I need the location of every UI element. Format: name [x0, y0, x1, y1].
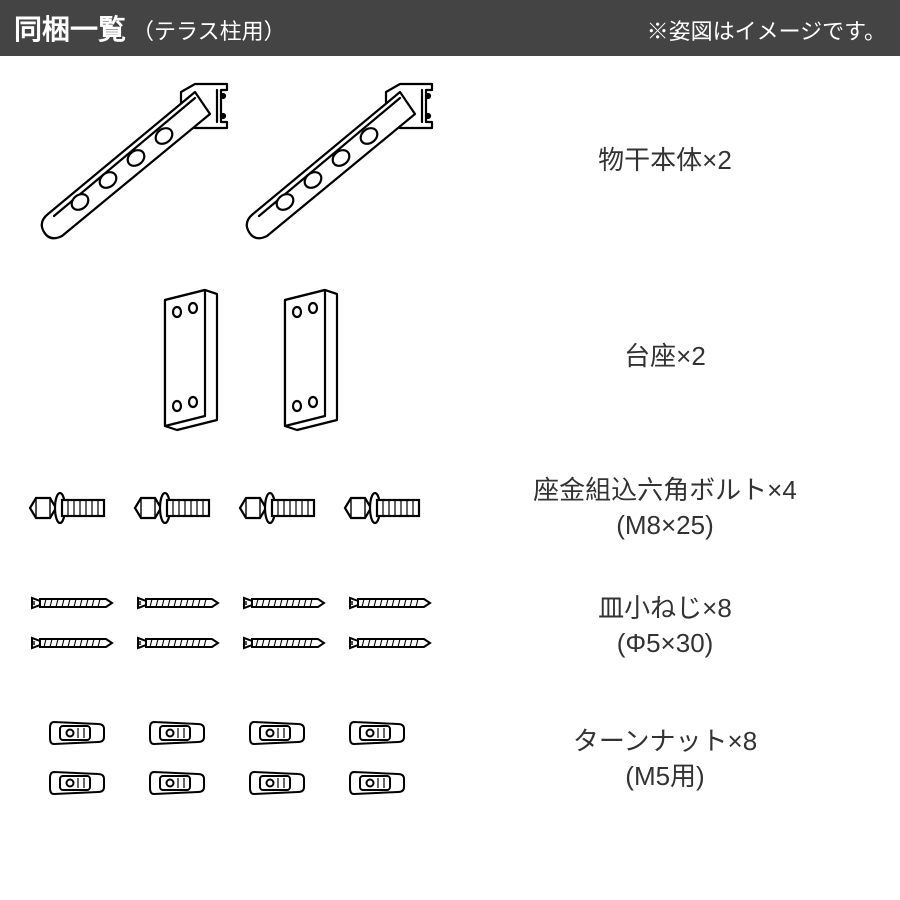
item-label: 皿小ねじ×8 (Φ5×30) — [450, 591, 880, 661]
item-spec: (Φ5×30) — [450, 626, 880, 661]
item-row: 物干本体×2 — [20, 76, 880, 246]
illustration-screw — [20, 576, 450, 676]
illustration-turnnut — [20, 704, 450, 814]
item-label: ターンナット×8 (M5用) — [450, 724, 880, 794]
title-sub: （テラス柱用） — [132, 14, 286, 46]
title-note: ※姿図はイメージです。 — [647, 14, 886, 46]
title-main: 同梱一覧 — [14, 8, 126, 48]
item-spec: (M8×25) — [450, 508, 880, 543]
content-list: 物干本体×2 — [0, 56, 900, 852]
header-left: 同梱一覧 （テラス柱用） — [14, 8, 286, 48]
item-row: ターンナット×8 (M5用) — [20, 704, 880, 814]
item-row: 皿小ねじ×8 (Φ5×30) — [20, 576, 880, 676]
item-name: 物干本体×2 — [450, 143, 880, 178]
illustration-base — [20, 282, 450, 432]
item-row: 台座×2 — [20, 282, 880, 432]
item-name: 座金組込六角ボルト×4 — [450, 473, 880, 508]
item-label: 物干本体×2 — [450, 143, 880, 178]
item-label: 台座×2 — [450, 339, 880, 374]
item-name: ターンナット×8 — [450, 724, 880, 759]
item-name: 台座×2 — [450, 339, 880, 374]
header-bar: 同梱一覧 （テラス柱用） ※姿図はイメージです。 — [0, 0, 900, 56]
item-label: 座金組込六角ボルト×4 (M8×25) — [450, 473, 880, 543]
illustration-hanger — [20, 76, 450, 246]
item-spec: (M5用) — [450, 759, 880, 794]
item-row: 座金組込六角ボルト×4 (M8×25) — [20, 468, 880, 548]
illustration-hexbolt — [20, 468, 450, 548]
item-name: 皿小ねじ×8 — [450, 591, 880, 626]
